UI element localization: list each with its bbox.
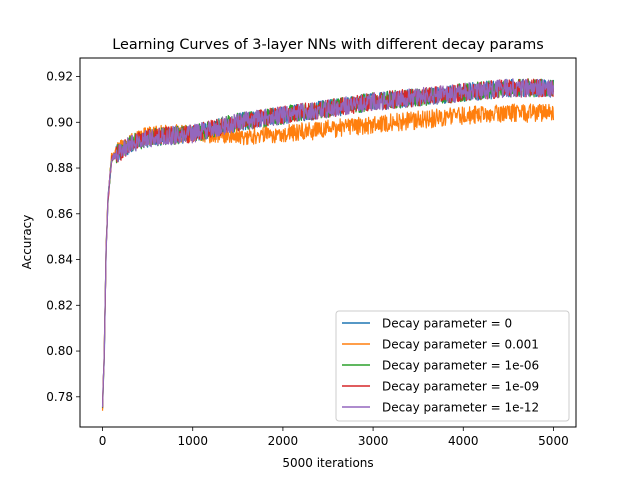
legend-box xyxy=(335,310,570,422)
legend-entry-2: Decay parameter = 0.001 xyxy=(382,338,539,352)
legend-entry-5: Decay parameter = 1e-12 xyxy=(382,401,539,415)
x-tick-label: 3000 xyxy=(358,434,389,448)
y-tick-label: 0.78 xyxy=(46,390,73,404)
legend-entry-1: Decay parameter = 0 xyxy=(382,317,512,331)
y-tick-label: 0.80 xyxy=(46,344,73,358)
x-axis-label: 5000 iterations xyxy=(282,456,373,470)
y-tick-label: 0.92 xyxy=(46,70,73,84)
legend: Decay parameter = 0 Decay parameter = 0.0… xyxy=(335,310,570,422)
series-line-4 xyxy=(101,78,555,408)
legend-entry-3: Decay parameter = 1e-06 xyxy=(382,359,539,373)
x-axis-ticks: 0 1000 2000 3000 4000 5000 xyxy=(99,427,569,448)
y-tick-label: 0.86 xyxy=(46,207,73,221)
series-line-5 xyxy=(101,78,555,408)
y-tick-label: 0.88 xyxy=(46,161,73,175)
y-tick-label: 0.84 xyxy=(46,253,73,267)
x-tick-label: 2000 xyxy=(268,434,299,448)
x-tick-label: 5000 xyxy=(538,434,569,448)
y-axis-ticks: 0.78 0.80 0.82 0.84 0.86 0.88 0.90 0.92 xyxy=(46,70,80,404)
x-tick-label: 1000 xyxy=(177,434,208,448)
y-tick-label: 0.90 xyxy=(46,115,73,129)
axes-frame xyxy=(79,57,577,428)
plot-series xyxy=(101,78,555,411)
x-tick-label: 0 xyxy=(99,434,107,448)
y-tick-label: 0.82 xyxy=(46,298,73,312)
legend-entry-4: Decay parameter = 1e-09 xyxy=(382,380,539,394)
chart-title: Learning Curves of 3-layer NNs with diff… xyxy=(112,37,543,53)
y-axis-label: Accuracy xyxy=(20,215,34,270)
x-tick-label: 4000 xyxy=(448,434,479,448)
